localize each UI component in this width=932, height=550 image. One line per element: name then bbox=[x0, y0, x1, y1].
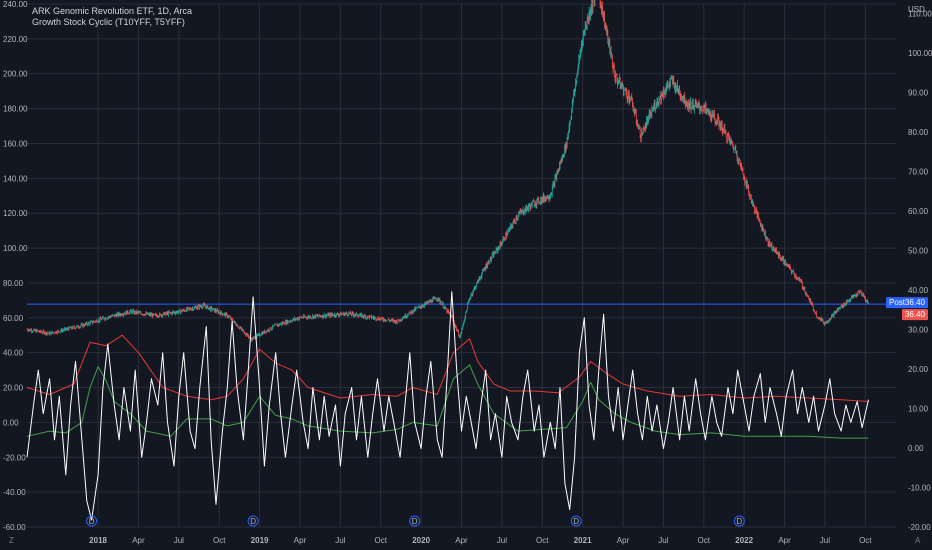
dividend-marker-icon bbox=[409, 515, 421, 527]
indicator-lines bbox=[26, 291, 869, 521]
time-axis-label: Apr bbox=[617, 536, 630, 545]
time-axis[interactable]: 2018 Apr Jul Oct 2019 Apr Jul Oct 2020 Apr Jul Oct 2… bbox=[89, 536, 872, 545]
time-axis-label: 2020 bbox=[412, 536, 430, 545]
right-axis-tick: -10.00 bbox=[908, 483, 931, 492]
left-price-axis[interactable]: 240.00 220.00 200.00 180.00 160.00 140.00 120.… bbox=[3, 0, 28, 532]
right-axis-tick: 110.00 bbox=[908, 9, 932, 18]
candlestick-series bbox=[26, 0, 869, 342]
right-axis-tick: 50.00 bbox=[908, 246, 929, 255]
time-axis-label: Apr bbox=[132, 536, 145, 545]
dividend-marker-icon bbox=[733, 515, 745, 527]
left-axis-tick: 240.00 bbox=[3, 0, 28, 9]
right-axis-tick: 10.00 bbox=[908, 404, 929, 413]
dividend-marker-label: D bbox=[412, 517, 418, 526]
time-axis-label: Jul bbox=[497, 536, 507, 545]
dividend-marker-label: D bbox=[736, 517, 742, 526]
dividend-marker-icon bbox=[247, 515, 259, 527]
time-axis-label: 2018 bbox=[89, 536, 107, 545]
right-axis-unit: USD bbox=[908, 5, 925, 14]
dividend-marker-icon bbox=[86, 515, 98, 527]
time-axis-label: Jul bbox=[658, 536, 668, 545]
left-axis-tick: 160.00 bbox=[3, 139, 28, 148]
right-axis-tick: 70.00 bbox=[908, 167, 929, 176]
time-axis-label: Jul bbox=[820, 536, 830, 545]
right-axis-tick: 100.00 bbox=[908, 49, 932, 58]
time-axis-label: Jul bbox=[335, 536, 345, 545]
indicator-title[interactable]: Growth Stock Cyclic (T10YFF, T5YFF) bbox=[32, 17, 185, 27]
left-axis-tick: -40.00 bbox=[3, 488, 26, 497]
left-axis-tick: -20.00 bbox=[3, 453, 26, 462]
time-axis-label: Oct bbox=[859, 536, 872, 545]
left-axis-tick: 80.00 bbox=[3, 279, 24, 288]
right-axis-tick: 0.00 bbox=[908, 444, 924, 453]
left-axis-tick: 60.00 bbox=[3, 314, 24, 323]
time-axis-label: Apr bbox=[294, 536, 307, 545]
time-axis-label: 2019 bbox=[251, 536, 269, 545]
last-price-tag-value: 36.40 bbox=[905, 310, 926, 319]
post-tag bbox=[886, 297, 928, 309]
auto-scale-button[interactable]: A bbox=[915, 536, 921, 545]
left-axis-tick: 180.00 bbox=[3, 105, 28, 114]
left-axis-tick: 100.00 bbox=[3, 244, 28, 253]
white-indicator-line bbox=[26, 291, 869, 521]
grid-lines bbox=[27, 3, 896, 528]
right-axis-tick: 40.00 bbox=[908, 286, 929, 295]
chart-legend[interactable]: ARK Genomic Revolution ETF, 1D, Arca Gro… bbox=[32, 6, 192, 28]
right-axis-tick: -20.00 bbox=[908, 523, 931, 532]
dividend-marker-label: D bbox=[250, 517, 256, 526]
time-axis-label: Oct bbox=[536, 536, 549, 545]
left-axis-tick: 120.00 bbox=[3, 209, 28, 218]
time-axis-label: Oct bbox=[213, 536, 226, 545]
post-tag-label: Post bbox=[889, 298, 906, 307]
right-price-axis[interactable]: USD130.00120.00110.00100.0090.0080.0070.… bbox=[908, 0, 932, 532]
time-axis-label: Jul bbox=[174, 536, 184, 545]
right-axis-tick: 20.00 bbox=[908, 365, 929, 374]
left-axis-tick: 220.00 bbox=[3, 35, 28, 44]
time-axis-label: 2021 bbox=[574, 536, 592, 545]
right-axis-tick: 80.00 bbox=[908, 128, 929, 137]
time-axis-label: Apr bbox=[778, 536, 791, 545]
left-axis-tick: 0.00 bbox=[3, 418, 19, 427]
symbol-title[interactable]: ARK Genomic Revolution ETF, 1D, Arca bbox=[32, 6, 193, 16]
right-axis-tick: 90.00 bbox=[908, 88, 929, 97]
right-axis-tick: 30.00 bbox=[908, 325, 929, 334]
timezone-button[interactable]: Z bbox=[9, 536, 14, 545]
green-indicator-line bbox=[26, 364, 869, 439]
left-axis-tick: 20.00 bbox=[3, 384, 24, 393]
right-axis-tick: 60.00 bbox=[908, 207, 929, 216]
left-axis-tick: 40.00 bbox=[3, 349, 24, 358]
post-tag-value: 36.40 bbox=[905, 298, 926, 307]
left-axis-tick: 140.00 bbox=[3, 174, 28, 183]
last-price-tag bbox=[902, 309, 928, 321]
time-axis-label: Oct bbox=[698, 536, 711, 545]
time-axis-label: 2022 bbox=[735, 536, 753, 545]
left-axis-tick: -60.00 bbox=[3, 523, 26, 532]
dividend-marker-label: D bbox=[573, 517, 579, 526]
red-indicator-line bbox=[26, 334, 869, 402]
time-axis-label: Apr bbox=[455, 536, 468, 545]
left-axis-tick: 200.00 bbox=[3, 70, 28, 79]
dividend-marker-icon bbox=[570, 515, 582, 527]
dividend-marker-label: D bbox=[89, 517, 95, 526]
time-axis-label: Oct bbox=[375, 536, 388, 545]
